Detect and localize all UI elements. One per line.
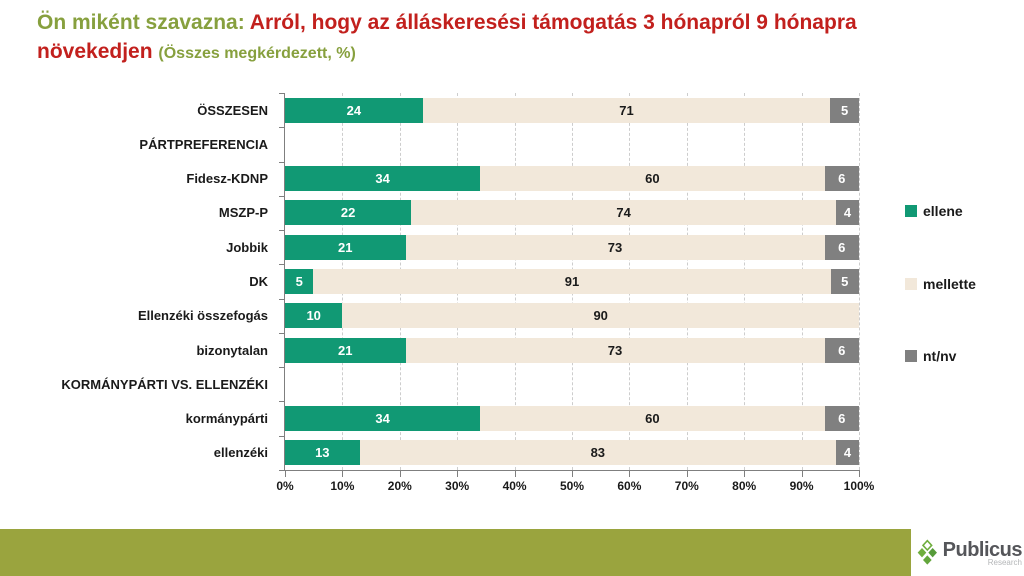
bar-segment-mellette: 60 (480, 166, 825, 192)
title-note: (Összes megkérdezett, %) (158, 45, 356, 62)
y-axis-tick (279, 264, 285, 266)
legend-label: nt/nv (923, 348, 957, 364)
y-axis-tick (279, 93, 285, 94)
category-section-header: KORMÁNYPÁRTI VS. ELLENZÉKI (61, 376, 268, 392)
x-axis-label: 30% (445, 479, 470, 493)
category-label: Fidesz-KDNP (186, 171, 268, 187)
bar-segment-ellene: 5 (285, 269, 314, 294)
legend-label: ellene (923, 203, 963, 219)
y-axis-tick (279, 195, 285, 197)
legend-label: mellette (923, 276, 976, 292)
y-axis-tick (279, 332, 285, 334)
y-axis-tick (279, 298, 285, 300)
x-axis-tick (399, 471, 401, 477)
y-axis-tick (279, 161, 285, 163)
bar-segment-ellene: 22 (285, 200, 412, 226)
bar-segment-nt-nv: 5 (830, 269, 859, 294)
category-labels: ÖSSZESEN PÁRTPREFERENCIA Fidesz-KDNP MSZP-P… (0, 93, 276, 470)
bar-segment-nt-nv: 6 (824, 166, 859, 192)
bar-segment-ellene: 24 (285, 97, 423, 123)
category-label: Ellenzéki összefogás (137, 308, 268, 324)
x-axis-label: 60% (617, 479, 642, 493)
legend-item-mellette: mellette (905, 276, 976, 292)
x-axis-label: 80% (732, 479, 757, 493)
bar-segment-mellette: 73 (405, 337, 825, 363)
legend-swatch-icon (905, 278, 917, 290)
x-axis-tick (744, 471, 746, 477)
x-axis-label: 70% (674, 479, 699, 493)
y-axis-tick (279, 367, 285, 369)
bar-segment-ellene: 21 (285, 337, 406, 363)
category-label: ellenzéki (213, 445, 268, 461)
x-axis-label: 90% (789, 479, 814, 493)
gridline (859, 93, 860, 470)
title-intro: Ön miként szavazna: (37, 11, 245, 34)
x-axis-label: 20% (387, 479, 412, 493)
x-axis-label: 50% (559, 479, 585, 493)
bar-segment-nt-nv: 5 (830, 97, 859, 123)
x-axis-tick (514, 471, 516, 477)
y-axis-line (284, 93, 285, 470)
x-axis-label: 10% (330, 479, 355, 493)
bar-segment-mellette: 60 (480, 406, 825, 432)
bar-segment-ellene: 10 (285, 303, 343, 329)
y-axis-tick (279, 127, 285, 129)
x-axis-label: 40% (502, 479, 527, 493)
legend-swatch-icon (905, 205, 917, 217)
legend-swatch-icon (905, 350, 917, 362)
category-label: Jobbik (226, 239, 268, 255)
x-axis-label: 100% (843, 479, 875, 493)
bar-segment-nt-nv: 6 (824, 337, 859, 363)
bar-segment-mellette: 71 (422, 97, 831, 123)
bar-segment-mellette: 83 (359, 440, 837, 466)
bar-segment-mellette: 74 (411, 200, 837, 226)
logo-text: Publicus Research (942, 538, 1023, 567)
title-question-line2: növekedjen (37, 40, 153, 63)
bar-segment-nt-nv: 6 (824, 406, 859, 432)
legend-item-ellene: ellene (905, 203, 963, 219)
legend-item-nt-nv: nt/nv (905, 348, 956, 364)
x-axis-tick (572, 471, 573, 477)
category-label: MSZP-P (218, 205, 268, 221)
x-axis-tick (285, 471, 286, 477)
bar-segment-ellene: 34 (285, 166, 481, 192)
bar-segment-ellene: 21 (285, 234, 406, 260)
category-label: bizonytalan (196, 342, 268, 358)
x-axis-tick (342, 471, 344, 477)
bar-segment-nt-nv: 4 (836, 200, 859, 226)
chart-title: Ön miként szavazna: Arról, hogy az állás… (37, 8, 997, 68)
x-axis-tick (686, 471, 688, 477)
plot-area: 0% 10% 20% 30% 40% 50% 60% 70% 80% 90% 100% 24 71 5 34… (276, 93, 874, 493)
category-label: ÖSSZESEN (197, 102, 268, 118)
y-axis-tick (279, 230, 285, 232)
bar-segment-ellene: 13 (285, 440, 360, 466)
bar-segment-ellene: 34 (285, 406, 481, 432)
y-axis-tick (279, 401, 285, 403)
x-axis-tick (801, 471, 803, 477)
category-label: kormánypárti (185, 411, 268, 427)
x-axis-tick (859, 471, 860, 477)
publicus-logo: Publicus Research (916, 532, 1023, 574)
brand-name: Publicus (942, 538, 1023, 561)
bar-segment-mellette: 91 (313, 269, 831, 294)
x-axis-tick (629, 471, 631, 477)
bar-segment-nt-nv: 4 (836, 440, 859, 466)
y-axis-tick (279, 470, 285, 471)
y-axis-tick (279, 435, 285, 437)
legend: ellene mellette nt/nv (905, 93, 1023, 470)
x-axis-tick (457, 471, 459, 477)
category-section-header: PÁRTPREFERENCIA (139, 136, 268, 152)
publicus-diamonds-icon (917, 539, 937, 565)
category-label: DK (249, 273, 268, 289)
x-axis-line (284, 470, 860, 471)
x-axis-label: 0% (276, 479, 294, 493)
title-question-line1: Arról, hogy az álláskeresési támogatás 3… (249, 11, 857, 34)
bar-segment-mellette: 73 (405, 234, 825, 260)
footer-bar (0, 529, 911, 576)
brand-subtitle: Research (987, 557, 1022, 567)
bar-segment-mellette: 90 (342, 303, 859, 329)
bar-segment-nt-nv: 6 (824, 234, 859, 260)
